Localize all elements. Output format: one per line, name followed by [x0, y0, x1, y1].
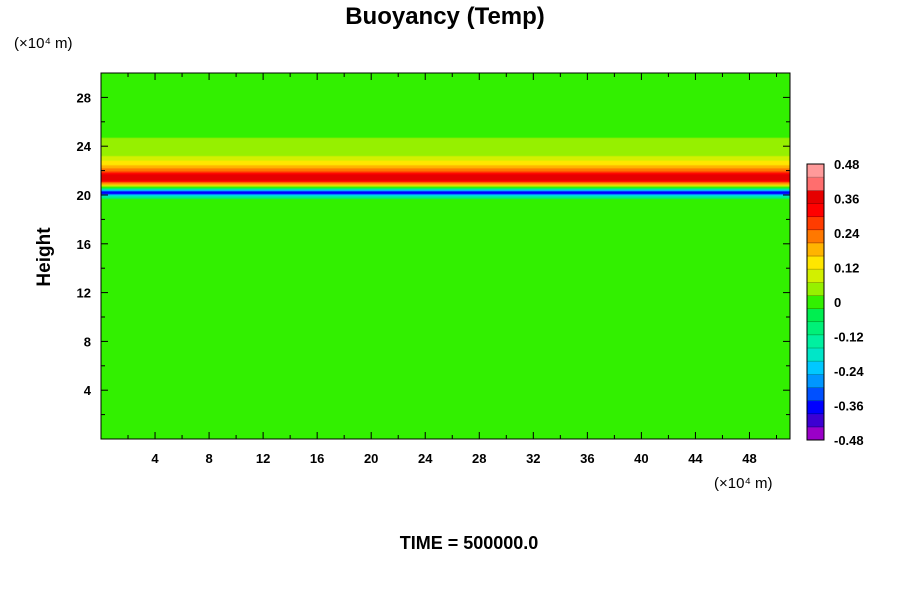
x-tick-label: 32 [526, 451, 540, 466]
colorbar-swatch [807, 242, 824, 257]
colorbar-swatch [807, 361, 824, 375]
colorbar-swatch [807, 177, 824, 191]
colorbar-swatch [807, 190, 824, 204]
colorbar-swatch [807, 269, 824, 283]
x-unit-label: (×10⁴ m) [714, 475, 773, 492]
x-tick-label: 28 [472, 451, 486, 466]
plot-frame [100, 72, 791, 440]
y-axis-label: Height [34, 227, 55, 287]
colorbar-swatch [807, 256, 824, 270]
x-tick-label: 12 [256, 451, 270, 466]
y-tick-label: 24 [77, 139, 92, 154]
colorbar-tick-label: 0.12 [834, 261, 859, 276]
y-tick-label: 16 [77, 237, 91, 252]
colorbar-frame [806, 163, 825, 441]
colorbar-tick-label: -0.36 [834, 399, 864, 414]
y-unit-label: (×10⁴ m) [14, 35, 73, 52]
colorbar-swatch [807, 282, 824, 296]
plot-area [100, 72, 791, 440]
colorbar-tick-label: 0 [834, 295, 841, 310]
buoyancy-field [101, 73, 790, 439]
colorbar-swatch [807, 374, 824, 388]
x-tick-label: 40 [634, 451, 648, 466]
x-tick-label: 36 [580, 451, 594, 466]
colorbar-swatch [807, 203, 824, 218]
colorbar-swatch [807, 164, 824, 178]
colorbar-tick-label: 0.24 [834, 226, 860, 241]
colorbar-tick-label: 0.48 [834, 157, 859, 172]
colorbar-swatch [807, 426, 824, 441]
colorbar-swatch [807, 216, 824, 231]
y-tick-label: 8 [84, 334, 91, 349]
colorbar-swatch [807, 321, 824, 336]
y-tick-label: 4 [84, 383, 92, 398]
colorbar-tick-label: -0.12 [834, 330, 864, 345]
y-tick-label: 12 [77, 286, 91, 301]
colorbar: 0.48 0.36 0.24 0.12 0 -0.12 -0.24 -0.36 -0.48 [806, 157, 864, 448]
x-tick-label: 16 [310, 451, 324, 466]
colorbar-swatch [807, 308, 824, 323]
x-tick-label: 4 [151, 451, 159, 466]
x-tick-label: 48 [742, 451, 756, 466]
colorbar-tick-label: -0.48 [834, 433, 864, 448]
colorbar-swatch [807, 387, 824, 402]
x-tick-label: 20 [364, 451, 378, 466]
x-tick-label: 8 [205, 451, 212, 466]
chart-title: Buoyancy (Temp) [345, 3, 545, 30]
x-tick-label: 44 [688, 451, 703, 466]
y-tick-label: 20 [77, 188, 91, 203]
y-axis: 4 8 12 16 20 24 28 [77, 90, 790, 416]
colorbar-swatch [807, 229, 824, 244]
colorbar-swatch [807, 413, 824, 428]
x-tick-label: 24 [418, 451, 433, 466]
y-tick-label: 28 [77, 90, 91, 105]
colorbar-swatch [807, 400, 824, 415]
time-label: TIME = 500000.0 [400, 533, 539, 553]
colorbar-swatch [807, 334, 824, 349]
colorbar-swatch [807, 348, 824, 362]
colorbar-tick-label: 0.36 [834, 192, 859, 207]
colorbar-swatch [807, 295, 824, 310]
x-axis: 4 8 12 16 20 24 28 32 36 40 44 48 [127, 73, 777, 466]
colorbar-tick-label: -0.24 [834, 364, 864, 379]
